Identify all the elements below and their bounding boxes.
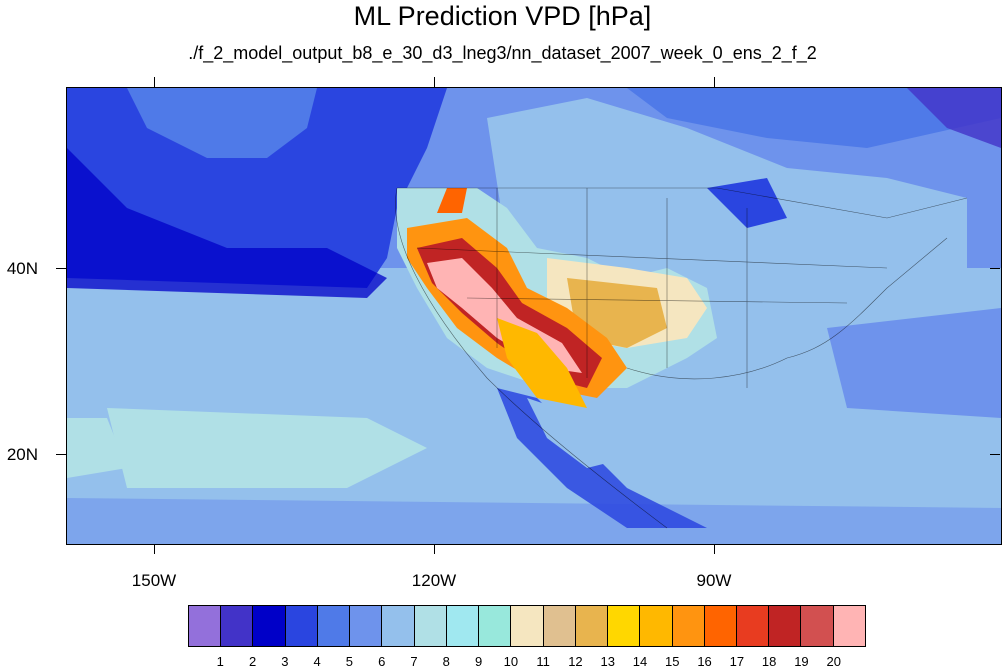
lat-tick <box>56 454 66 455</box>
colorbar-swatch <box>672 606 705 646</box>
colorbar-labels: 1 2 3 4 5 6 7 8 9 10 11 12 13 14 15 16 17 18 19 20 <box>188 655 866 671</box>
colorbar-swatch <box>479 606 512 646</box>
colorbar-swatch <box>350 606 383 646</box>
colorbar-swatch <box>608 606 641 646</box>
colorbar-label: 18 <box>761 654 777 669</box>
colorbar-label: 19 <box>794 654 809 669</box>
vpd-contour-field <box>67 88 1001 544</box>
colorbar-swatch <box>640 606 673 646</box>
colorbar <box>188 605 866 647</box>
lon-tick <box>434 544 435 554</box>
lon-tick <box>434 77 435 87</box>
lat-label-40n: 40N <box>6 259 38 278</box>
colorbar-label: 13 <box>600 654 615 669</box>
lon-label-120w: 120W <box>411 571 457 590</box>
colorbar-swatch <box>382 606 415 646</box>
colorbar-swatch <box>414 606 447 646</box>
colorbar-label: 15 <box>665 654 680 669</box>
colorbar-swatch <box>446 606 480 646</box>
colorbar-label: 3 <box>281 654 289 669</box>
colorbar-label: 14 <box>632 654 648 669</box>
colorbar-swatch <box>189 606 222 646</box>
colorbar-label: 1 <box>216 654 224 669</box>
colorbar-swatch <box>704 606 737 646</box>
map-title: ML Prediction VPD [hPa] <box>353 1 652 31</box>
colorbar-label: 5 <box>345 654 354 669</box>
colorbar-swatch <box>511 606 544 646</box>
colorbar-label: 10 <box>503 654 519 669</box>
colorbar-swatch <box>801 606 834 646</box>
colorbar-label: 4 <box>313 654 321 669</box>
colorbar-label: 16 <box>697 654 712 669</box>
colorbar-label: 9 <box>474 654 483 669</box>
colorbar-label: 17 <box>729 654 745 669</box>
colorbar-label: 6 <box>378 654 386 669</box>
lat-tick <box>990 268 1000 269</box>
lon-tick <box>714 77 715 87</box>
lon-label-90w: 90W <box>696 571 732 590</box>
colorbar-label: 8 <box>442 654 450 669</box>
colorbar-swatch <box>543 606 576 646</box>
colorbar-swatch <box>221 606 254 646</box>
lon-tick <box>154 77 155 87</box>
colorbar-label: 11 <box>536 654 550 669</box>
colorbar-label: 7 <box>410 654 418 669</box>
colorbar-swatch <box>253 606 286 646</box>
lon-tick <box>714 544 715 554</box>
colorbar-swatch <box>736 606 770 646</box>
lat-label-20n: 20N <box>6 445 38 464</box>
lat-tick <box>56 268 66 269</box>
lat-tick <box>990 454 1000 455</box>
colorbar-swatch <box>833 606 865 646</box>
colorbar-swatch <box>285 606 318 646</box>
colorbar-swatch <box>769 606 802 646</box>
lon-tick <box>154 544 155 554</box>
colorbar-swatch <box>575 606 609 646</box>
colorbar-label: 12 <box>568 654 583 669</box>
colorbar-label: 2 <box>248 654 257 669</box>
lon-label-150w: 150W <box>131 571 177 590</box>
map-subtitle: ./f_2_model_output_b8_e_30_d3_lneg3/nn_d… <box>188 43 817 63</box>
colorbar-swatch <box>317 606 351 646</box>
vpd-map <box>66 87 1002 545</box>
colorbar-label: 20 <box>826 654 841 669</box>
